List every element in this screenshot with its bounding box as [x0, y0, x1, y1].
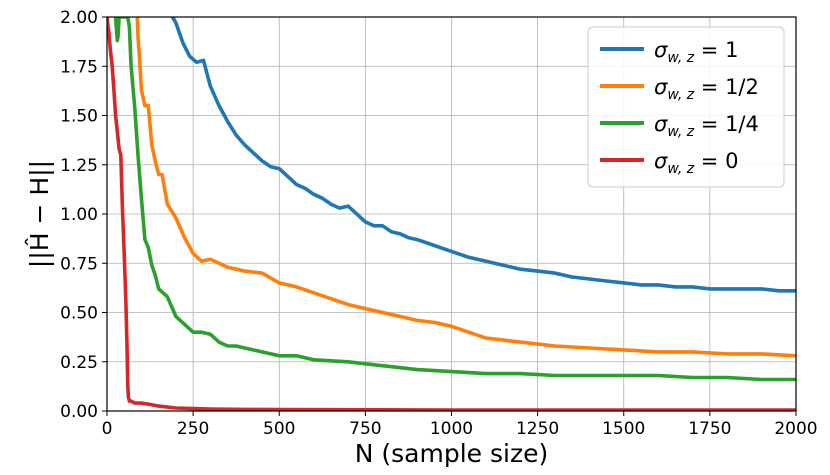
x-tick-label: 0 — [102, 419, 113, 439]
x-tick-label: 1000 — [430, 419, 473, 439]
y-tick-label: 0.50 — [60, 304, 98, 324]
y-tick-label: 1.50 — [60, 107, 98, 127]
x-tick-label: 2000 — [774, 419, 817, 439]
x-tick-label: 1250 — [516, 419, 559, 439]
y-tick-label: 1.00 — [60, 205, 98, 225]
legend: σw, z = 1 σw, z = 1/2 σw, z = 1/4 σw, z = 0 — [587, 26, 785, 188]
legend-box — [587, 26, 785, 188]
series-line-1 — [135, 17, 796, 358]
series-line-2 — [113, 17, 796, 382]
y-tick-label: 0.75 — [60, 254, 98, 274]
legend-label-2: σw, z = 1/4 — [654, 112, 759, 140]
axis-ticks: 0 250 500 750 1000 1250 1500 1750 2000 0.00 0.25 0.… — [60, 8, 817, 439]
y-tick-label: 1.25 — [60, 156, 98, 176]
legend-label-0: σw, z = 1 — [654, 38, 738, 66]
legend-label-3: σw, z = 0 — [654, 149, 738, 177]
x-tick-label: 250 — [177, 419, 209, 439]
series-line-3 — [107, 17, 796, 411]
y-tick-label: 0.25 — [60, 353, 98, 373]
y-tick-label: 1.75 — [60, 57, 98, 77]
x-tick-label: 750 — [349, 419, 381, 439]
series-line-0 — [170, 17, 796, 293]
legend-label-1: σw, z = 1/2 — [654, 75, 759, 103]
x-axis-label: N (sample size) — [355, 439, 548, 468]
x-tick-label: 1500 — [602, 419, 645, 439]
x-tick-label: 500 — [263, 419, 295, 439]
y-tick-label: 0.00 — [60, 402, 98, 422]
y-tick-label: 2.00 — [60, 8, 98, 28]
series-lines — [107, 17, 796, 411]
x-tick-label: 1750 — [688, 419, 731, 439]
y-axis-label: ||Ĥ − H|| — [25, 160, 54, 268]
